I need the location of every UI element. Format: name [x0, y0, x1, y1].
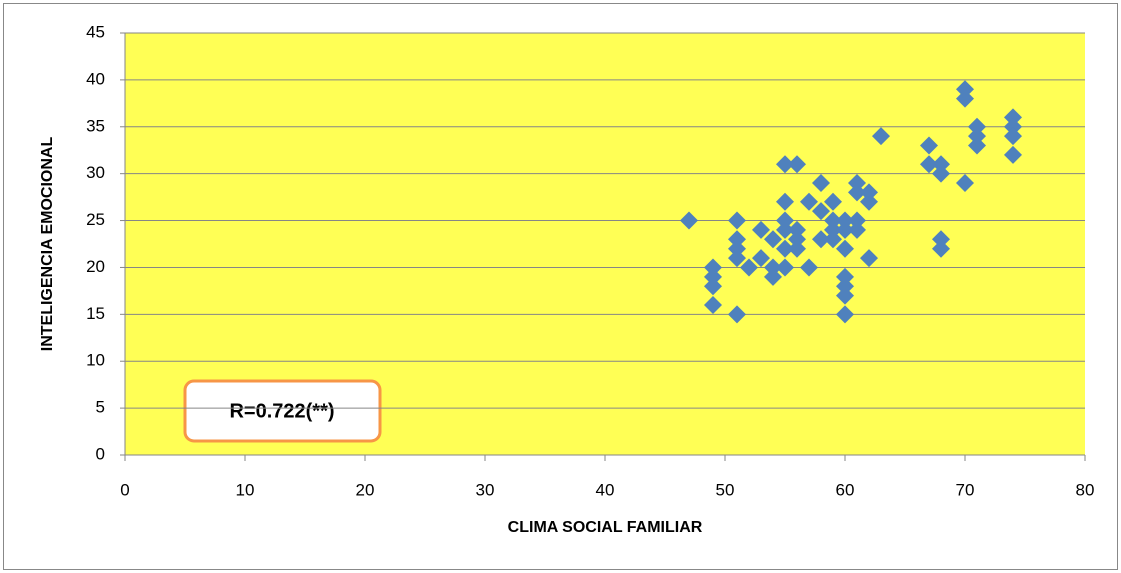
point — [752, 249, 770, 268]
point — [932, 155, 950, 174]
point — [968, 136, 986, 155]
x-tick-label: 60 — [836, 480, 855, 499]
point — [824, 211, 842, 230]
point — [848, 220, 866, 239]
point — [956, 80, 974, 99]
point — [836, 239, 854, 258]
point — [1004, 117, 1022, 136]
point — [932, 239, 950, 258]
point — [848, 211, 866, 230]
point — [812, 202, 830, 221]
point — [776, 258, 794, 277]
y-tick-label: 0 — [96, 444, 105, 463]
point — [812, 230, 830, 249]
point — [824, 230, 842, 249]
point — [920, 136, 938, 155]
annotation: R=0.722(**) — [229, 400, 334, 422]
point — [704, 277, 722, 296]
y-tick-label: 45 — [86, 22, 105, 41]
point — [836, 305, 854, 324]
point — [788, 220, 806, 239]
point — [932, 164, 950, 183]
y-tick-label: 5 — [96, 398, 105, 417]
annotation-box — [183, 379, 382, 443]
point — [788, 155, 806, 174]
point — [956, 89, 974, 108]
y-tick-label: 20 — [86, 257, 105, 276]
y-tick-label: 35 — [86, 116, 105, 135]
point — [800, 192, 818, 211]
point — [848, 174, 866, 193]
point — [1004, 127, 1022, 146]
point — [1004, 145, 1022, 164]
y-tick-label: 40 — [86, 69, 105, 88]
point — [800, 258, 818, 277]
x-tick-label: 40 — [596, 480, 615, 499]
point — [728, 230, 746, 249]
point — [728, 239, 746, 258]
point — [860, 183, 878, 202]
point — [788, 230, 806, 249]
point — [776, 239, 794, 258]
x-tick-label: 30 — [476, 480, 495, 499]
point — [788, 239, 806, 258]
point — [776, 211, 794, 230]
y-tick-label: 30 — [86, 163, 105, 182]
point — [968, 127, 986, 146]
point — [920, 155, 938, 174]
point — [764, 258, 782, 277]
point — [728, 305, 746, 324]
point — [860, 192, 878, 211]
point — [824, 220, 842, 239]
point — [848, 183, 866, 202]
point — [776, 220, 794, 239]
point — [812, 174, 830, 193]
point — [836, 277, 854, 296]
point — [836, 286, 854, 305]
point — [836, 220, 854, 239]
point — [704, 258, 722, 277]
y-tick-label: 15 — [86, 304, 105, 323]
y-tick-label: 25 — [86, 210, 105, 229]
point — [872, 127, 890, 146]
point — [740, 258, 758, 277]
point — [956, 174, 974, 193]
point — [776, 192, 794, 211]
point — [764, 230, 782, 249]
x-tick-label: 70 — [956, 480, 975, 499]
x-tick-label: 0 — [120, 480, 129, 499]
point — [968, 117, 986, 136]
point — [752, 220, 770, 239]
point — [728, 249, 746, 268]
y-axis-label: INTELIGENCIA EMOCIONAL — [39, 137, 56, 352]
point — [836, 267, 854, 286]
point — [932, 230, 950, 249]
x-tick-label: 50 — [716, 480, 735, 499]
point — [728, 211, 746, 230]
point — [860, 249, 878, 268]
point — [704, 295, 722, 314]
point — [776, 155, 794, 174]
y-tick-label: 10 — [86, 351, 105, 370]
point — [824, 192, 842, 211]
x-tick-label: 80 — [1076, 480, 1095, 499]
x-axis-label: CLIMA SOCIAL FAMILIAR — [508, 519, 703, 536]
point — [764, 267, 782, 286]
point — [836, 211, 854, 230]
x-tick-label: 20 — [356, 480, 375, 499]
point — [680, 211, 698, 230]
point — [1004, 108, 1022, 127]
point — [704, 267, 722, 286]
x-tick-label: 10 — [236, 480, 255, 499]
